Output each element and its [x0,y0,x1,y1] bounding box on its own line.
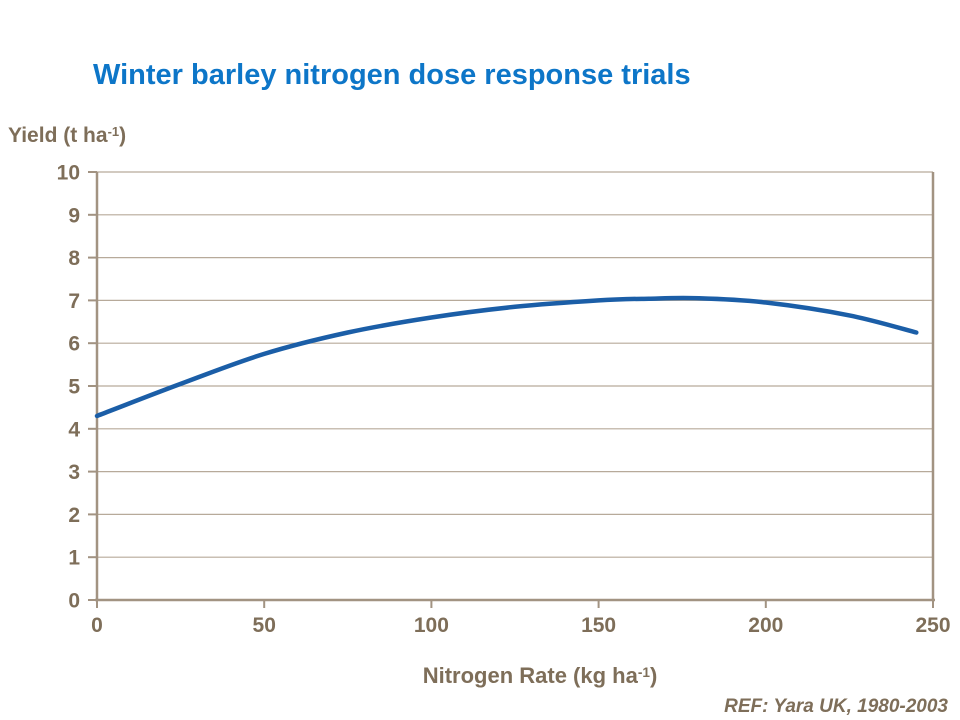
y-tick-label-5: 5 [68,376,80,399]
y-tick-label-4: 4 [68,418,80,441]
chart-title: Winter barley nitrogen dose response tri… [93,59,691,91]
x-tick-label-150: 150 [581,614,616,637]
x-tick-label-100: 100 [414,614,449,637]
y-axis-title-suffix: ) [119,124,127,147]
y-tick-label-9: 9 [68,204,80,227]
y-tick-label-1: 1 [68,547,80,570]
y-tick-label-10: 10 [57,162,80,185]
y-tick-label-3: 3 [68,461,80,484]
x-tick-label-200: 200 [748,614,783,637]
y-axis-title: Yield (t ha-1) [8,124,126,148]
y-axis-title-text: Yield (t ha [8,124,108,147]
x-tick-label-250: 250 [915,614,950,637]
y-tick-label-8: 8 [68,247,80,270]
x-axis-title: Nitrogen Rate (kg ha-1) [300,663,780,689]
x-axis-title-superscript: -1 [637,664,650,680]
y-tick-label-6: 6 [68,333,80,356]
y-axis-title-superscript: -1 [107,124,120,140]
x-tick-label-50: 50 [253,614,276,637]
x-axis-title-suffix: ) [649,663,658,688]
y-tick-label-2: 2 [68,504,80,527]
response-curve [94,295,919,419]
y-tick-label-7: 7 [68,290,80,313]
y-tick-label-0: 0 [68,590,80,613]
x-axis-title-text: Nitrogen Rate (kg ha [422,663,638,688]
ref-citation: REF: Yara UK, 1980-2003 [724,696,948,717]
x-tick-label-0: 0 [91,614,103,637]
